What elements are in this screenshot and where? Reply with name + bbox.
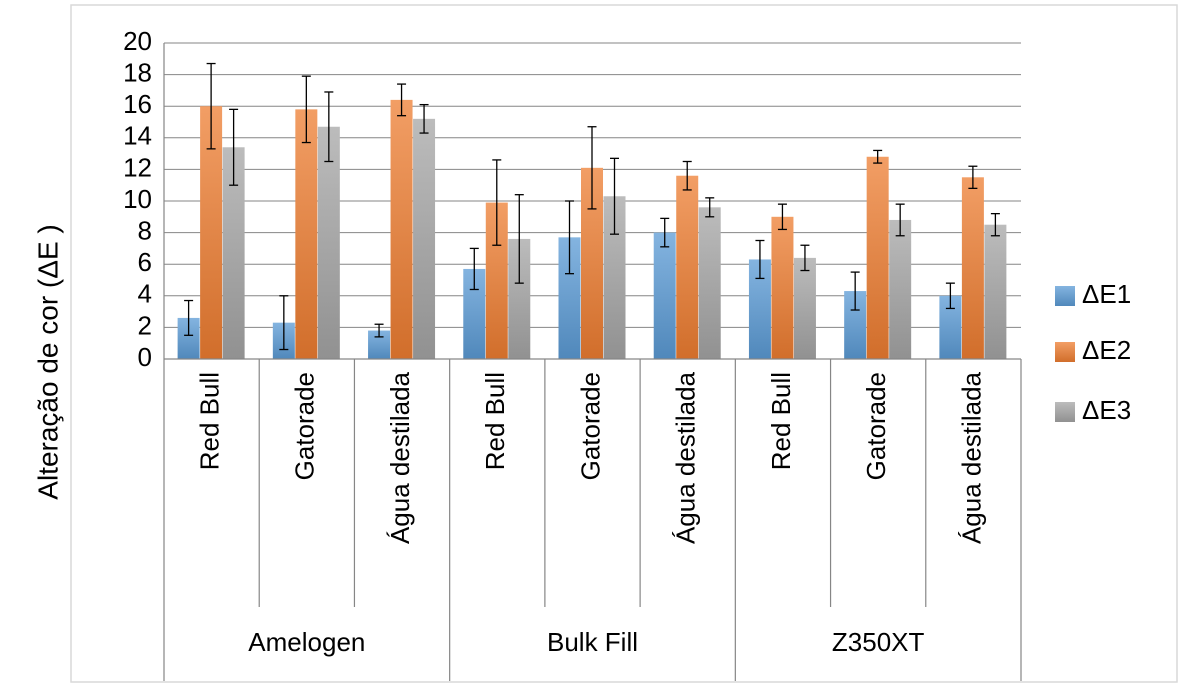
bar (984, 224, 1007, 359)
bar (508, 238, 531, 359)
error-bar (419, 103, 429, 134)
bar (295, 109, 318, 359)
error-bar (587, 126, 597, 210)
error-bar (492, 159, 502, 246)
category-labels: Red Bull Gatorade Água destilada Red Bull Ga… (194, 371, 986, 544)
bar (317, 126, 340, 360)
error-bar (850, 271, 860, 311)
error-bar (895, 203, 905, 237)
category-label: Água destilada (956, 371, 986, 544)
category-label: Água destilada (385, 371, 415, 544)
error-bar (279, 295, 289, 351)
error-bar (682, 160, 692, 191)
bar (368, 330, 391, 359)
legend-swatch (1055, 286, 1075, 306)
bar (558, 237, 581, 359)
error-bar (565, 200, 574, 275)
y-axis-title: Alteração de cor (ΔE ) (32, 224, 63, 499)
bar (676, 175, 699, 359)
bar (889, 219, 912, 359)
error-bar (514, 194, 524, 284)
error-bar (184, 299, 194, 336)
group-labels: Amelogen Bulk Fill Z350XT (248, 627, 924, 657)
y-tick-label: 12 (123, 152, 152, 182)
error-bar (397, 83, 407, 117)
error-bar (374, 323, 384, 338)
error-bar (469, 247, 479, 291)
y-tick-label: 18 (123, 57, 152, 87)
category-label: Red Bull (480, 372, 510, 470)
bar (939, 295, 962, 359)
category-axis (163, 358, 1022, 681)
category-label: Gatorade (575, 372, 605, 480)
error-bar (206, 62, 216, 150)
y-tick-label: 14 (123, 121, 152, 151)
bar (413, 118, 436, 359)
y-tick-label: 2 (138, 310, 152, 340)
y-tick-label: 20 (123, 26, 152, 56)
error-bar (945, 282, 955, 310)
bars (177, 99, 1007, 360)
bar (653, 232, 676, 359)
legend-label: ΔE1 (1082, 279, 1131, 309)
error-bar (755, 239, 765, 280)
legend-swatch (1055, 342, 1075, 362)
error-bar (777, 203, 787, 231)
error-bars (184, 62, 1000, 351)
bar (463, 268, 486, 359)
legend: ΔE1 ΔE2 ΔE3 (1055, 279, 1131, 425)
bar (603, 196, 626, 359)
legend-label: ΔE3 (1082, 395, 1131, 425)
category-label: Red Bull (766, 372, 796, 470)
error-bar (705, 197, 715, 218)
error-bar (800, 244, 810, 272)
group-label: Amelogen (248, 627, 365, 657)
error-bar (301, 75, 311, 144)
error-bar (229, 108, 239, 186)
bar (866, 156, 889, 359)
bar (793, 257, 816, 359)
bar (771, 216, 794, 359)
group-label: Bulk Fill (547, 627, 638, 657)
legend-label: ΔE2 (1082, 335, 1131, 365)
y-tick-label: 4 (138, 279, 152, 309)
y-tick-label: 6 (138, 247, 152, 277)
bar (748, 259, 771, 359)
bar (698, 207, 721, 359)
error-bar (610, 157, 619, 235)
category-label: Red Bull (194, 372, 224, 470)
y-tick-label: 0 (138, 342, 152, 372)
y-tick-label: 8 (138, 215, 152, 245)
bar (177, 317, 200, 359)
category-label: Gatorade (290, 372, 320, 480)
error-bar (968, 165, 978, 190)
category-label: Água destilada (671, 371, 701, 544)
bar (200, 106, 223, 359)
bar (961, 177, 984, 359)
error-bar (324, 91, 334, 163)
bar (844, 291, 867, 359)
error-bar (990, 212, 1000, 237)
y-tick-label: 16 (123, 89, 152, 119)
bar (485, 202, 508, 359)
group-label: Z350XT (832, 627, 925, 657)
bar (222, 147, 245, 359)
error-bar (660, 217, 670, 248)
bar (390, 99, 413, 359)
bar (581, 167, 603, 359)
legend-swatch (1055, 402, 1075, 422)
error-bar (873, 149, 883, 164)
y-tick-label: 10 (123, 184, 152, 214)
category-label: Gatorade (861, 372, 891, 480)
